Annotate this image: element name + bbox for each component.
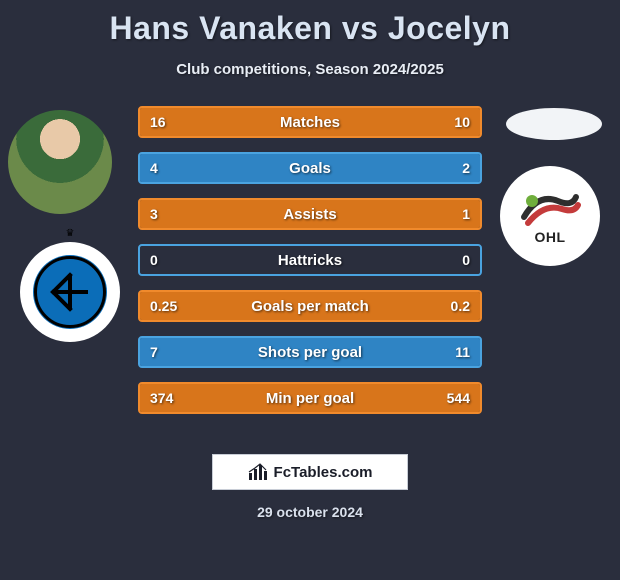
stat-value-right: 2 bbox=[462, 160, 470, 176]
stat-label: Goals per match bbox=[251, 298, 369, 315]
crown-icon: ♛ bbox=[66, 228, 75, 239]
comparison-region: ♛ OHL 16Matches104Goals23Assists10Hattri… bbox=[0, 106, 620, 436]
stat-value-right: 0.2 bbox=[451, 298, 470, 314]
stat-label: Min per goal bbox=[266, 390, 354, 407]
player-left-club-badge: ♛ bbox=[20, 242, 120, 342]
stat-label: Goals bbox=[289, 160, 331, 177]
ohl-icon bbox=[518, 187, 582, 231]
stat-value-right: 10 bbox=[454, 114, 470, 130]
stat-label: Shots per goal bbox=[258, 344, 362, 361]
club-right-abbr: OHL bbox=[534, 229, 565, 245]
stat-bars: 16Matches104Goals23Assists10Hattricks00.… bbox=[138, 106, 482, 428]
player-right-club-badge: OHL bbox=[500, 166, 600, 266]
stat-value-left: 4 bbox=[150, 160, 158, 176]
stat-row: 3 Assists 1 bbox=[138, 198, 482, 230]
stat-label: Matches bbox=[280, 114, 340, 131]
stat-row: 16 Matches 10 bbox=[138, 106, 482, 138]
stat-row: 0 Hattricks 0 bbox=[138, 244, 482, 276]
bars-icon bbox=[248, 463, 268, 481]
snapshot-date: 29 october 2024 bbox=[0, 504, 620, 520]
stat-value-left: 374 bbox=[150, 390, 173, 406]
stat-fill-left bbox=[140, 338, 274, 366]
stat-fill-left bbox=[140, 154, 369, 182]
branding-text: FcTables.com bbox=[274, 464, 373, 481]
stat-fill-left bbox=[140, 200, 398, 228]
stat-value-left: 0 bbox=[150, 252, 158, 268]
stat-row: 4 Goals 2 bbox=[138, 152, 482, 184]
stat-value-left: 7 bbox=[150, 344, 158, 360]
stat-row: 7 Shots per goal 11 bbox=[138, 336, 482, 368]
stat-label: Hattricks bbox=[278, 252, 342, 269]
stat-row: 374 Min per goal 544 bbox=[138, 382, 482, 414]
stat-value-right: 1 bbox=[462, 206, 470, 222]
stat-value-right: 11 bbox=[455, 344, 470, 360]
branding-badge[interactable]: FcTables.com bbox=[212, 454, 408, 490]
stat-row: 0.25 Goals per match 0.2 bbox=[138, 290, 482, 322]
player-right-avatar bbox=[506, 108, 602, 140]
stat-value-right: 0 bbox=[462, 252, 470, 268]
stat-label: Assists bbox=[283, 206, 336, 223]
page-title: Hans Vanaken vs Jocelyn bbox=[0, 0, 620, 47]
stat-value-left: 0.25 bbox=[150, 298, 177, 314]
stat-value-left: 16 bbox=[150, 114, 166, 130]
stat-value-right: 544 bbox=[447, 390, 470, 406]
player-left-avatar bbox=[8, 110, 112, 214]
stat-value-left: 3 bbox=[150, 206, 158, 222]
season-subtitle: Club competitions, Season 2024/2025 bbox=[0, 61, 620, 78]
club-brugge-icon bbox=[50, 272, 90, 312]
